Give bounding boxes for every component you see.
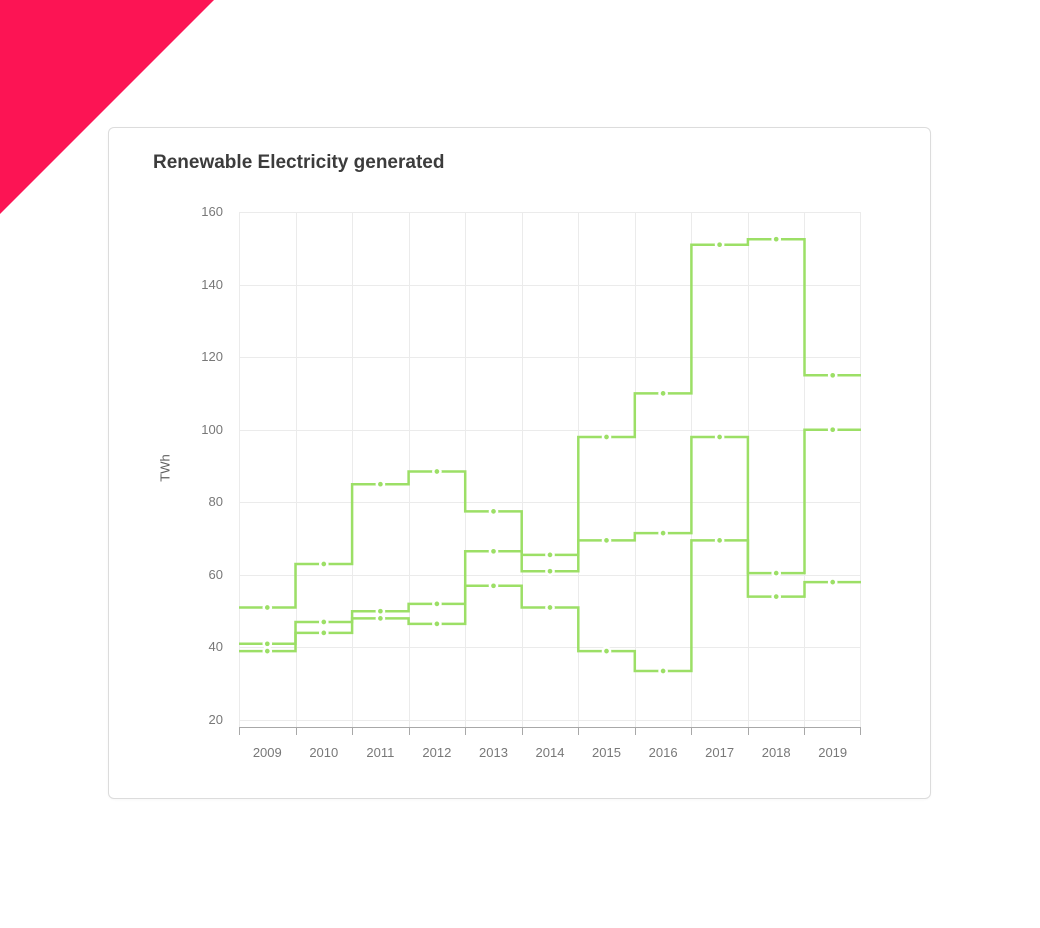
plot-area bbox=[239, 212, 861, 735]
data-point-marker bbox=[488, 580, 499, 591]
x-tick-label: 2009 bbox=[252, 745, 282, 760]
data-point-marker bbox=[318, 617, 329, 627]
y-tick-label: 100 bbox=[201, 421, 223, 437]
data-point-marker bbox=[262, 646, 273, 656]
y-tick-label: 20 bbox=[208, 712, 223, 727]
data-point-marker bbox=[601, 646, 612, 656]
data-point-marker bbox=[771, 568, 782, 578]
data-point-marker bbox=[318, 559, 329, 569]
data-point-marker bbox=[545, 602, 555, 613]
data-point-marker bbox=[488, 546, 499, 557]
data-point-marker bbox=[771, 591, 782, 602]
data-point-marker bbox=[375, 479, 386, 490]
data-point-marker bbox=[432, 466, 442, 477]
x-tick-label: 2019 bbox=[818, 745, 848, 760]
data-point-marker bbox=[658, 666, 668, 676]
y-tick-label: 120 bbox=[201, 349, 223, 365]
y-tick-label: 40 bbox=[208, 639, 223, 655]
x-tick-label: 2017 bbox=[705, 745, 735, 760]
data-point-marker bbox=[658, 528, 668, 538]
data-point-marker bbox=[714, 535, 725, 546]
data-point-marker bbox=[432, 619, 442, 629]
data-point-marker bbox=[714, 432, 725, 442]
data-point-marker bbox=[714, 239, 725, 250]
x-tick-label: 2014 bbox=[535, 745, 565, 760]
data-point-marker bbox=[771, 234, 782, 245]
y-tick-label: 80 bbox=[208, 494, 223, 510]
step-line-chart bbox=[239, 212, 861, 735]
y-tick-label: 140 bbox=[201, 276, 223, 292]
chart-title: Renewable Electricity generated bbox=[153, 152, 445, 173]
data-point-marker bbox=[601, 535, 612, 546]
data-point-marker bbox=[545, 550, 555, 560]
x-tick-label: 2011 bbox=[366, 745, 395, 760]
data-point-marker bbox=[375, 613, 386, 624]
data-point-marker bbox=[827, 370, 838, 381]
y-axis-title: TWh bbox=[157, 454, 173, 482]
data-point-marker bbox=[658, 388, 668, 399]
data-point-marker bbox=[432, 599, 442, 609]
data-point-marker bbox=[318, 628, 329, 638]
data-point-marker bbox=[827, 577, 838, 587]
x-tick-label: 2010 bbox=[309, 745, 339, 760]
data-point-marker bbox=[488, 506, 499, 517]
x-tick-label: 2016 bbox=[648, 745, 678, 760]
data-point-marker bbox=[827, 424, 838, 435]
x-tick-label: 2012 bbox=[422, 745, 452, 760]
x-tick-label: 2013 bbox=[479, 745, 508, 760]
chart-card: Renewable Electricity generated TWh 20 40… bbox=[108, 127, 931, 799]
x-tick-label: 2015 bbox=[592, 745, 621, 760]
y-tick-label: 160 bbox=[201, 204, 223, 219]
x-tick-label: 2018 bbox=[761, 745, 791, 760]
y-tick-label: 60 bbox=[208, 566, 223, 582]
data-point-marker bbox=[262, 602, 273, 613]
data-point-marker bbox=[601, 432, 612, 442]
data-point-marker bbox=[545, 566, 555, 577]
